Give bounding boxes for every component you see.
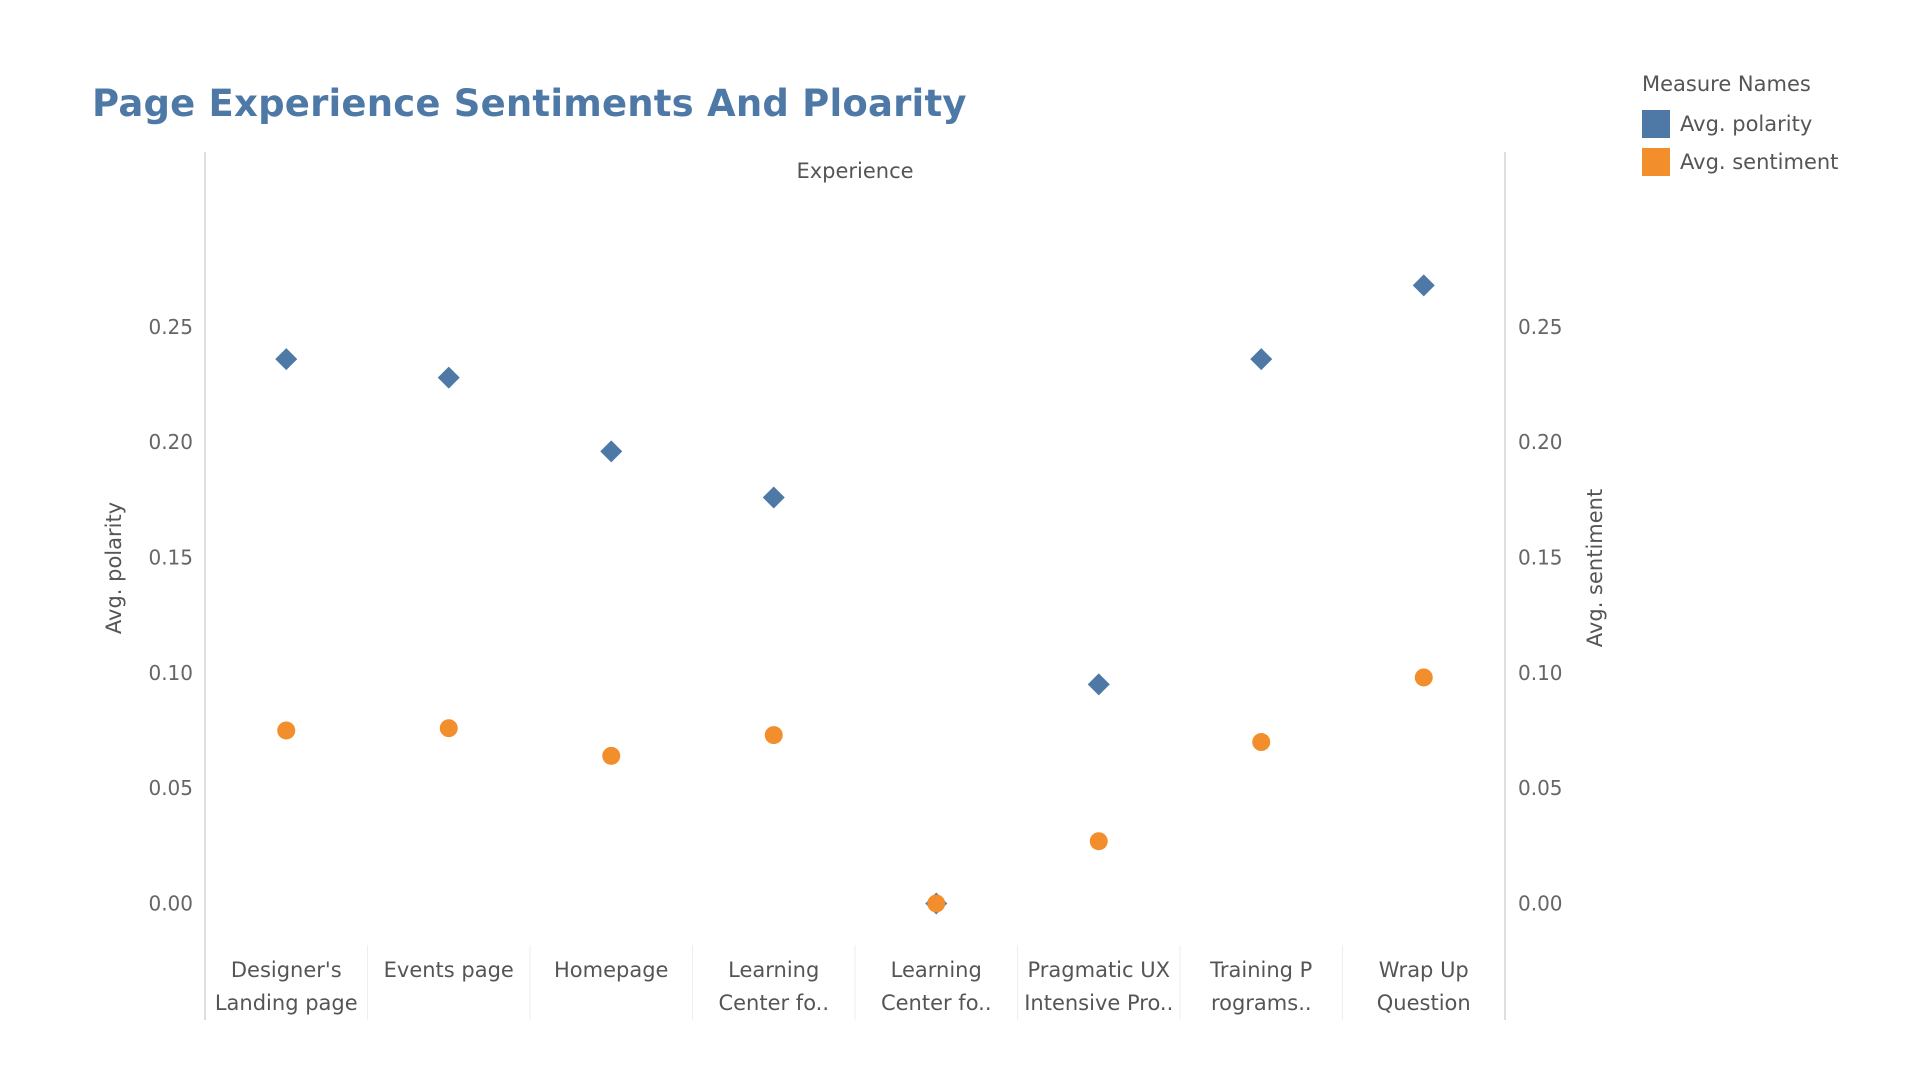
category-label-7: Wrap Up Question bbox=[1377, 958, 1471, 1015]
data-marks bbox=[275, 274, 1435, 915]
category-labels: Designer's Landing page Events page Homepag… bbox=[215, 945, 1471, 1020]
left-axis-tick-0: 0.25 bbox=[148, 315, 193, 339]
polarity-point-3[interactable] bbox=[762, 486, 785, 509]
legend: Measure Names Avg. polarity Avg. sentime… bbox=[1642, 72, 1838, 186]
category-label-3: Learning Center fo.. bbox=[718, 958, 829, 1015]
right-axis-tick-4: 0.05 bbox=[1518, 776, 1563, 800]
legend-label-polarity: Avg. polarity bbox=[1680, 112, 1813, 136]
category-label-4: Learning Center fo.. bbox=[881, 958, 992, 1015]
right-axis-ticks: 0.25 0.20 0.15 0.10 0.05 0.00 bbox=[1518, 315, 1563, 916]
category-label-0: Designer's Landing page bbox=[215, 958, 358, 1015]
polarity-point-5[interactable] bbox=[1087, 673, 1110, 696]
polarity-point-2[interactable] bbox=[600, 440, 623, 463]
right-axis-tick-1: 0.20 bbox=[1518, 430, 1563, 454]
polarity-point-1[interactable] bbox=[437, 366, 460, 389]
polarity-point-0[interactable] bbox=[275, 348, 298, 371]
left-axis-tick-3: 0.10 bbox=[148, 661, 193, 685]
right-axis-tick-2: 0.15 bbox=[1518, 546, 1563, 570]
right-axis-tick-5: 0.00 bbox=[1518, 891, 1563, 915]
left-axis-tick-1: 0.20 bbox=[148, 430, 193, 454]
sentiment-point-2[interactable] bbox=[602, 746, 621, 765]
sentiment-point-4[interactable] bbox=[927, 894, 946, 913]
right-axis-tick-0: 0.25 bbox=[1518, 315, 1563, 339]
category-label-5: Pragmatic UX Intensive Pro.. bbox=[1024, 958, 1173, 1015]
legend-title: Measure Names bbox=[1642, 72, 1811, 96]
legend-swatch-sentiment bbox=[1642, 148, 1670, 176]
polarity-point-6[interactable] bbox=[1250, 348, 1273, 371]
sentiment-point-6[interactable] bbox=[1252, 733, 1271, 752]
sentiment-point-3[interactable] bbox=[764, 726, 783, 745]
right-axis-title: Avg. sentiment bbox=[1583, 489, 1607, 647]
left-axis-title: Avg. polarity bbox=[102, 502, 126, 634]
left-axis-tick-2: 0.15 bbox=[148, 546, 193, 570]
category-label-1: Events page bbox=[384, 958, 514, 982]
legend-label-sentiment: Avg. sentiment bbox=[1680, 150, 1839, 174]
polarity-point-7[interactable] bbox=[1412, 274, 1435, 297]
sentiment-point-5[interactable] bbox=[1089, 832, 1108, 851]
category-label-2: Homepage bbox=[554, 958, 668, 982]
chart-title: Page Experience Sentiments And Ploarity bbox=[92, 82, 967, 125]
right-axis-tick-3: 0.10 bbox=[1518, 661, 1563, 685]
legend-item-sentiment[interactable]: Avg. sentiment bbox=[1642, 148, 1838, 176]
sentiment-point-7[interactable] bbox=[1414, 668, 1433, 687]
left-axis-tick-5: 0.00 bbox=[148, 891, 193, 915]
sentiment-point-0[interactable] bbox=[277, 721, 296, 740]
left-axis-tick-4: 0.05 bbox=[148, 776, 193, 800]
legend-swatch-polarity bbox=[1642, 110, 1670, 138]
legend-item-polarity[interactable]: Avg. polarity bbox=[1642, 110, 1838, 138]
left-axis-ticks: 0.25 0.20 0.15 0.10 0.05 0.00 bbox=[148, 315, 193, 916]
column-header-experience: Experience bbox=[796, 159, 913, 183]
sentiment-point-1[interactable] bbox=[439, 719, 458, 738]
